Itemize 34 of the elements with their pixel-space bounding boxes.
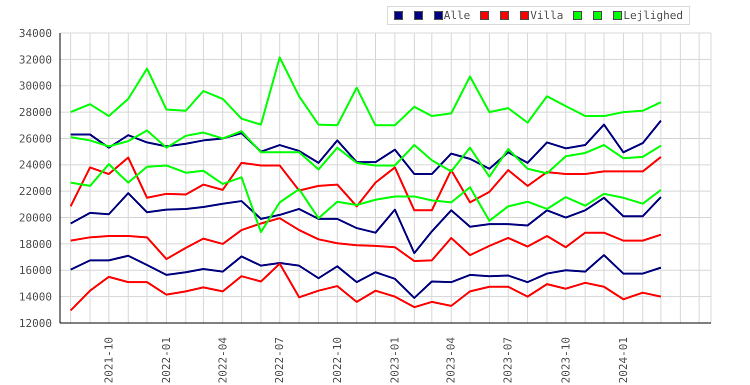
x-tick-label: 2023-10 bbox=[559, 337, 572, 384]
y-tick-label: 26000 bbox=[18, 132, 52, 146]
line-series bbox=[70, 217, 662, 262]
y-tick-label: 28000 bbox=[18, 106, 52, 119]
y-tick-label: 16000 bbox=[18, 264, 52, 278]
x-tick-label: 2024-01 bbox=[616, 337, 630, 384]
y-tick-label: 14000 bbox=[18, 290, 52, 304]
y-tick-label: 30000 bbox=[18, 80, 52, 93]
line-series bbox=[70, 262, 662, 312]
line-series bbox=[70, 130, 662, 178]
x-tick-label: 2023-07 bbox=[502, 337, 515, 384]
y-tick-label: 12000 bbox=[18, 316, 52, 330]
y-tick-label: 32000 bbox=[18, 53, 52, 66]
x-tick-label: 2021-10 bbox=[102, 337, 116, 384]
y-tick-label: 34000 bbox=[18, 26, 52, 40]
y-tick-label: 18000 bbox=[18, 238, 52, 251]
legend-label: Villa bbox=[530, 9, 564, 22]
legend-label: Lejlighed bbox=[623, 9, 683, 22]
y-tick-label: 20000 bbox=[18, 211, 52, 224]
x-tick-label: 2022-04 bbox=[216, 336, 230, 384]
line-series bbox=[70, 120, 662, 176]
line-series bbox=[70, 254, 662, 299]
legend-label: Alle bbox=[444, 9, 470, 22]
x-tick-label: 2023-01 bbox=[388, 337, 402, 384]
x-tick-label: 2022-07 bbox=[273, 337, 286, 384]
line-series bbox=[70, 56, 662, 126]
y-tick-label: 24000 bbox=[18, 158, 52, 172]
x-tick-label: 2022-01 bbox=[160, 337, 173, 384]
line-series bbox=[70, 192, 662, 254]
x-tick-label: 2022-10 bbox=[330, 337, 344, 384]
x-tick-label: 2023-04 bbox=[444, 336, 458, 384]
y-tick-label: 22000 bbox=[18, 185, 52, 198]
line-series bbox=[70, 163, 662, 234]
line-series bbox=[70, 156, 662, 212]
